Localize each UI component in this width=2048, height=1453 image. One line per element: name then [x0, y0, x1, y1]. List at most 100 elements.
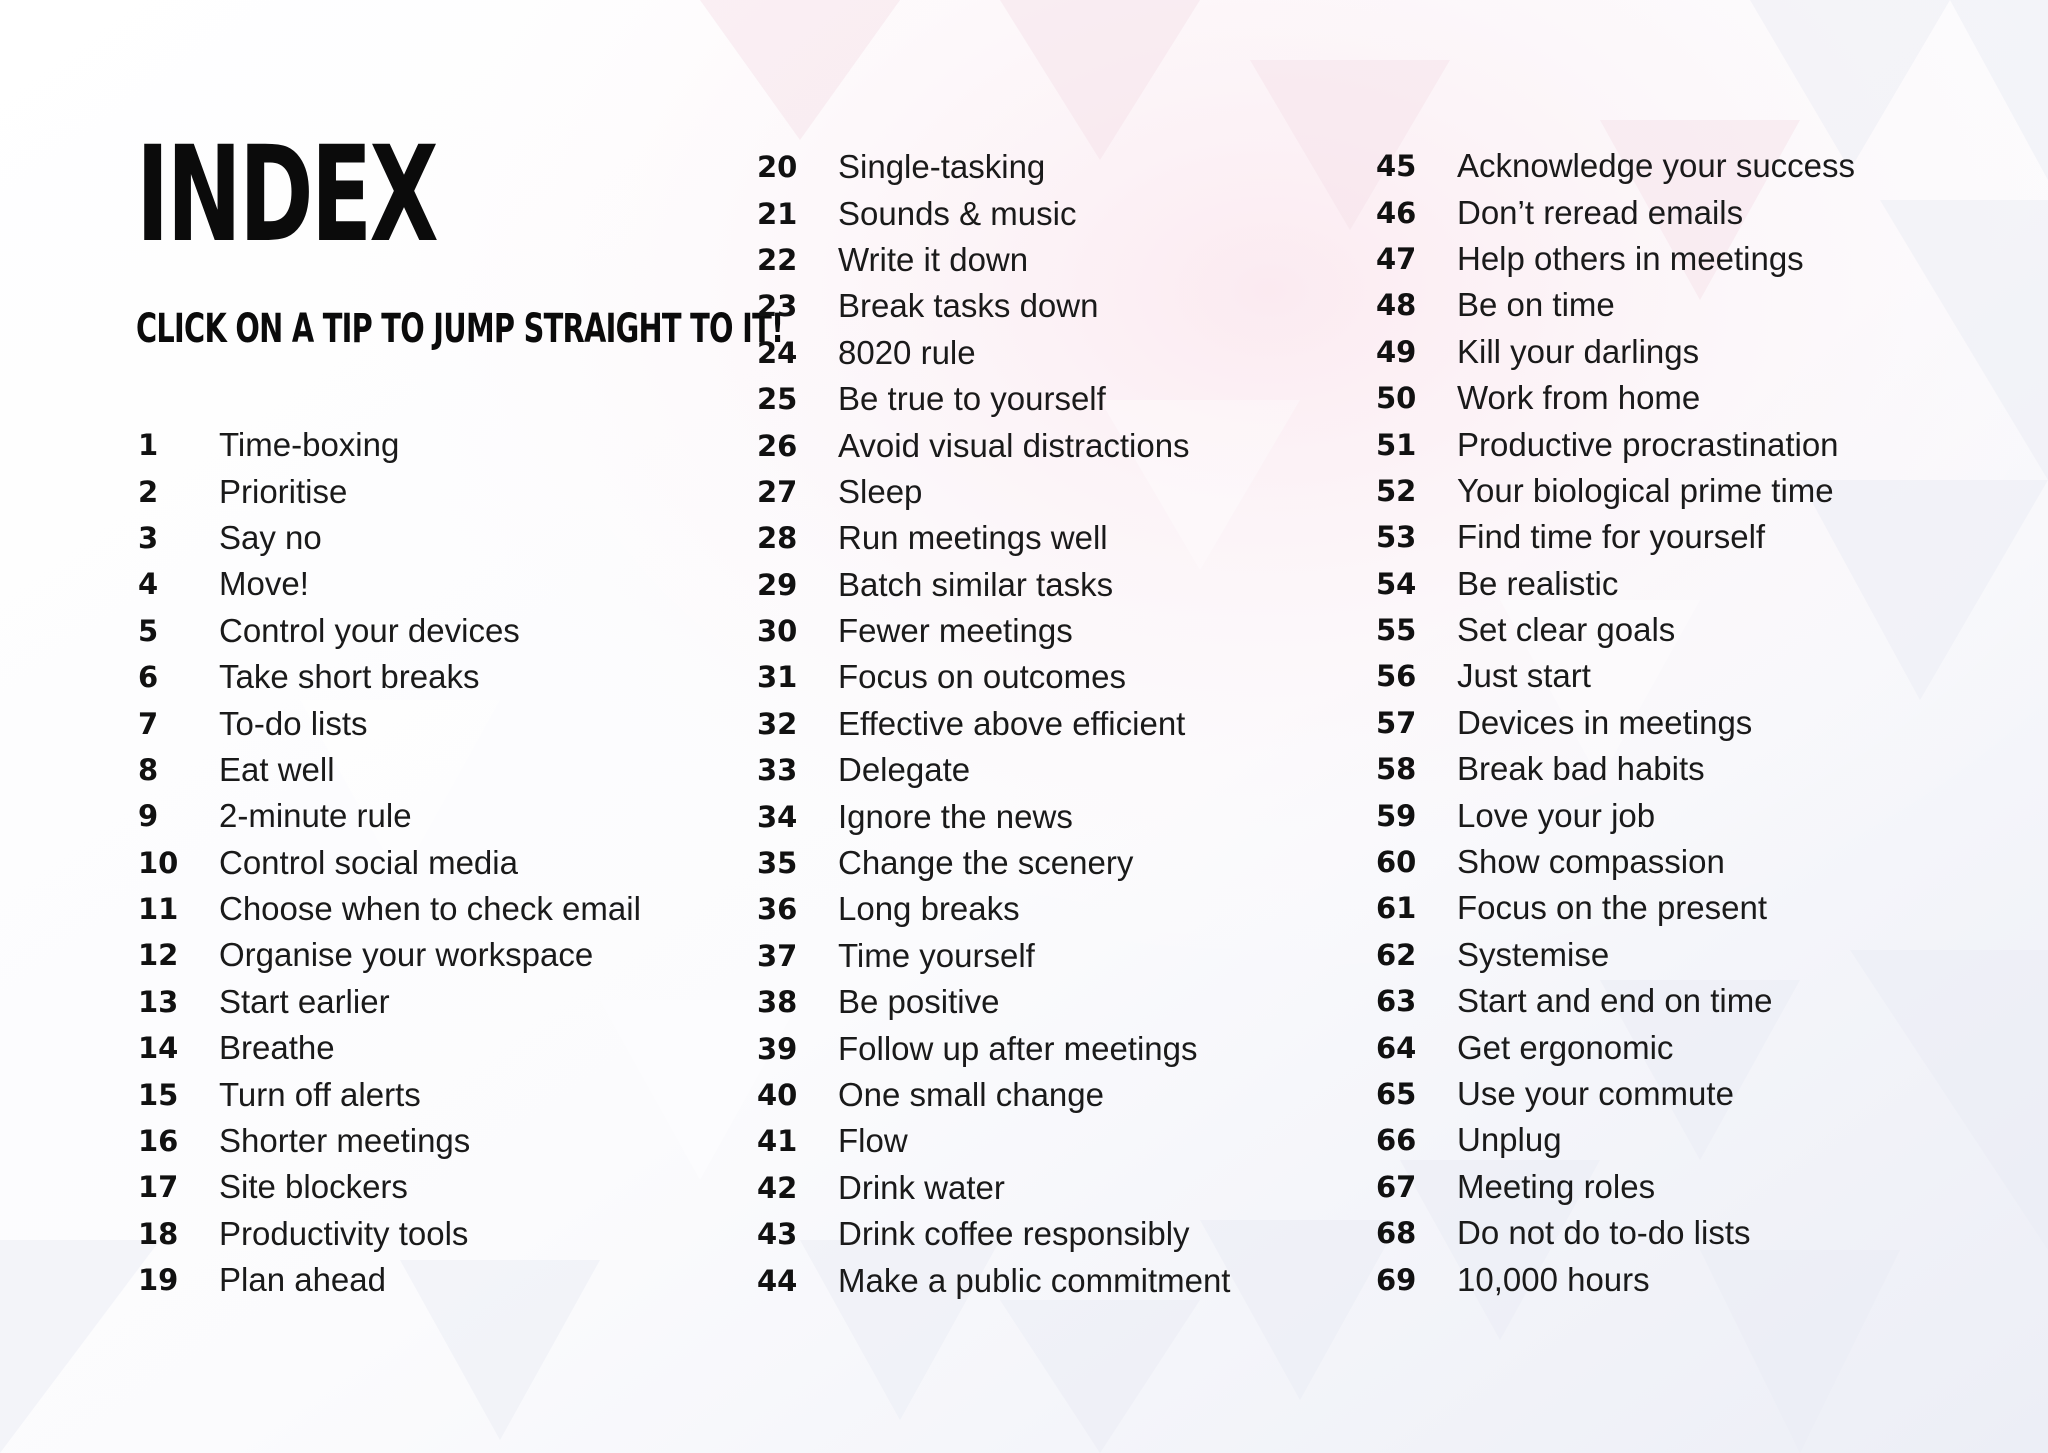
tip-number: 53 — [1376, 520, 1417, 555]
index-link-tip-24[interactable]: 24 8020 rule — [757, 330, 1357, 376]
index-link-tip-21[interactable]: 21 Sounds & music — [757, 190, 1357, 236]
index-link-tip-45[interactable]: 45 Acknowledge your success — [1376, 143, 1976, 189]
index-link-tip-12[interactable]: 12 Organise your workspace — [138, 932, 738, 978]
index-link-tip-14[interactable]: 14 Breathe — [138, 1025, 738, 1071]
index-link-tip-10[interactable]: 10 Control social media — [138, 840, 738, 886]
index-link-tip-57[interactable]: 57 Devices in meetings — [1376, 700, 1976, 746]
index-link-tip-19[interactable]: 19 Plan ahead — [138, 1257, 738, 1303]
index-link-tip-51[interactable]: 51 Productive procrastination — [1376, 421, 1976, 467]
index-link-tip-44[interactable]: 44 Make a public commitment — [757, 1257, 1357, 1303]
index-link-tip-60[interactable]: 60 Show compassion — [1376, 839, 1976, 885]
index-link-tip-47[interactable]: 47 Help others in meetings — [1376, 236, 1976, 282]
index-link-tip-25[interactable]: 25 Be true to yourself — [757, 376, 1357, 422]
index-link-tip-16[interactable]: 16 Shorter meetings — [138, 1118, 738, 1164]
index-link-tip-33[interactable]: 33 Delegate — [757, 747, 1357, 793]
index-link-tip-29[interactable]: 29 Batch similar tasks — [757, 562, 1357, 608]
index-link-tip-17[interactable]: 17 Site blockers — [138, 1164, 738, 1210]
index-link-tip-67[interactable]: 67 Meeting roles — [1376, 1164, 1976, 1210]
tip-label: Get ergonomic — [1457, 1028, 1674, 1066]
index-link-tip-18[interactable]: 18 Productivity tools — [138, 1211, 738, 1257]
index-link-tip-30[interactable]: 30 Fewer meetings — [757, 608, 1357, 654]
tip-label: Sounds & music — [838, 194, 1077, 232]
index-link-tip-26[interactable]: 26 Avoid visual distractions — [757, 422, 1357, 468]
index-link-tip-66[interactable]: 66 Unplug — [1376, 1117, 1976, 1163]
index-link-tip-9[interactable]: 9 2-minute rule — [138, 793, 738, 839]
index-link-tip-61[interactable]: 61 Focus on the present — [1376, 885, 1976, 931]
index-link-tip-5[interactable]: 5 Control your devices — [138, 608, 738, 654]
tip-label: Single-tasking — [838, 148, 1046, 186]
page-subtitle: CLICK ON A TIP TO JUMP STRAIGHT TO IT! — [136, 306, 784, 352]
index-link-tip-39[interactable]: 39 Follow up after meetings — [757, 1025, 1357, 1071]
index-link-tip-37[interactable]: 37 Time yourself — [757, 933, 1357, 979]
tip-label: 2-minute rule — [219, 797, 412, 835]
tip-label: Control your devices — [219, 611, 520, 649]
index-link-tip-20[interactable]: 20 Single-tasking — [757, 144, 1357, 190]
index-link-tip-34[interactable]: 34 Ignore the news — [757, 793, 1357, 839]
index-link-tip-64[interactable]: 64 Get ergonomic — [1376, 1024, 1976, 1070]
index-link-tip-63[interactable]: 63 Start and end on time — [1376, 978, 1976, 1024]
index-link-tip-53[interactable]: 53 Find time for yourself — [1376, 514, 1976, 560]
index-link-tip-22[interactable]: 22 Write it down — [757, 237, 1357, 283]
index-link-tip-23[interactable]: 23 Break tasks down — [757, 283, 1357, 329]
index-link-tip-43[interactable]: 43 Drink coffee responsibly — [757, 1211, 1357, 1257]
index-link-tip-36[interactable]: 36 Long breaks — [757, 886, 1357, 932]
tip-label: Run meetings well — [838, 519, 1108, 557]
index-link-tip-2[interactable]: 2 Prioritise — [138, 468, 738, 514]
index-link-tip-48[interactable]: 48 Be on time — [1376, 282, 1976, 328]
index-link-tip-40[interactable]: 40 One small change — [757, 1072, 1357, 1118]
index-link-tip-4[interactable]: 4 Move! — [138, 561, 738, 607]
tip-number: 14 — [138, 1031, 179, 1066]
index-link-tip-31[interactable]: 31 Focus on outcomes — [757, 654, 1357, 700]
index-link-tip-38[interactable]: 38 Be positive — [757, 979, 1357, 1025]
index-link-tip-62[interactable]: 62 Systemise — [1376, 932, 1976, 978]
index-column-3: 45 Acknowledge your success 46 Don’t reread… — [1376, 143, 1976, 1303]
tip-label: Breathe — [219, 1029, 335, 1067]
tip-label: Help others in meetings — [1457, 239, 1804, 277]
tip-label: Make a public commitment — [838, 1261, 1231, 1299]
index-link-tip-58[interactable]: 58 Break bad habits — [1376, 746, 1976, 792]
tip-label: Work from home — [1457, 379, 1701, 417]
tip-label: Start earlier — [219, 982, 390, 1020]
index-link-tip-54[interactable]: 54 Be realistic — [1376, 561, 1976, 607]
index-link-tip-8[interactable]: 8 Eat well — [138, 747, 738, 793]
tip-number: 40 — [757, 1078, 798, 1112]
tip-number: 9 — [138, 799, 159, 834]
index-link-tip-28[interactable]: 28 Run meetings well — [757, 515, 1357, 561]
index-link-tip-7[interactable]: 7 To-do lists — [138, 700, 738, 746]
index-link-tip-52[interactable]: 52 Your biological prime time — [1376, 468, 1976, 514]
tip-label: Fewer meetings — [838, 612, 1073, 650]
index-link-tip-56[interactable]: 56 Just start — [1376, 653, 1976, 699]
index-link-tip-3[interactable]: 3 Say no — [138, 515, 738, 561]
tip-label: Plan ahead — [219, 1261, 386, 1299]
tip-number: 19 — [138, 1263, 179, 1298]
tip-number: 11 — [138, 892, 179, 927]
tip-label: Site blockers — [219, 1168, 408, 1206]
index-link-tip-6[interactable]: 6 Take short breaks — [138, 654, 738, 700]
index-link-tip-65[interactable]: 65 Use your commute — [1376, 1071, 1976, 1117]
index-link-tip-27[interactable]: 27 Sleep — [757, 469, 1357, 515]
tip-number: 32 — [757, 706, 798, 741]
index-link-tip-46[interactable]: 46 Don’t reread emails — [1376, 189, 1976, 235]
index-link-tip-55[interactable]: 55 Set clear goals — [1376, 607, 1976, 653]
tip-label: Set clear goals — [1457, 611, 1676, 649]
index-link-tip-35[interactable]: 35 Change the scenery — [757, 840, 1357, 886]
index-link-tip-42[interactable]: 42 Drink water — [757, 1165, 1357, 1211]
index-link-tip-41[interactable]: 41 Flow — [757, 1118, 1357, 1164]
index-link-tip-59[interactable]: 59 Love your job — [1376, 792, 1976, 838]
tip-label: Sleep — [838, 472, 923, 510]
tip-number: 6 — [138, 660, 159, 695]
tip-label: Productive procrastination — [1457, 425, 1839, 463]
tip-label: Unplug — [1457, 1121, 1562, 1159]
index-link-tip-50[interactable]: 50 Work from home — [1376, 375, 1976, 421]
tip-label: Prioritise — [219, 472, 348, 510]
index-link-tip-49[interactable]: 49 Kill your darlings — [1376, 329, 1976, 375]
index-link-tip-13[interactable]: 13 Start earlier — [138, 979, 738, 1025]
tip-number: 31 — [757, 660, 798, 695]
index-link-tip-68[interactable]: 68 Do not do to-do lists — [1376, 1210, 1976, 1256]
index-link-tip-32[interactable]: 32 Effective above efficient — [757, 701, 1357, 747]
index-link-tip-11[interactable]: 11 Choose when to check email — [138, 886, 738, 932]
index-link-tip-69[interactable]: 69 10,000 hours — [1376, 1256, 1976, 1302]
index-link-tip-15[interactable]: 15 Turn off alerts — [138, 1071, 738, 1117]
index-link-tip-1[interactable]: 1 Time-boxing — [138, 422, 738, 468]
